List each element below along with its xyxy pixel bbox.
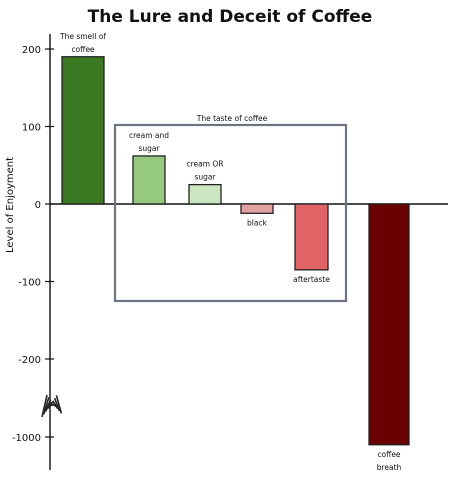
y-tick-label: -100 bbox=[18, 278, 41, 289]
bars: The smell of coffee cream and sugar cream OR… bbox=[59, 32, 410, 472]
group-annotation: The taste of coffee bbox=[113, 114, 348, 303]
bar-label: cream OR sugar bbox=[186, 160, 223, 182]
bar bbox=[132, 155, 166, 205]
bar-label: The smell of coffee bbox=[59, 32, 106, 54]
group-box bbox=[113, 123, 348, 303]
y-tick-label: 0 bbox=[35, 200, 41, 211]
bar-label: black bbox=[247, 218, 268, 227]
bar-label: cream and sugar bbox=[129, 131, 169, 153]
axes: 200 100 0 -100 -200 -1000 bbox=[12, 34, 448, 470]
bar-label: aftertaste bbox=[293, 275, 330, 284]
axis-break-mark bbox=[41, 394, 63, 418]
y-tick-label: -1000 bbox=[12, 433, 41, 444]
bar bbox=[294, 203, 329, 271]
bar bbox=[240, 203, 274, 214]
bar bbox=[61, 56, 105, 205]
y-tick-label: 200 bbox=[22, 45, 41, 56]
y-axis-label: Level of Enjoyment bbox=[5, 157, 16, 253]
y-tick-label: -200 bbox=[18, 355, 41, 366]
group-label: The taste of coffee bbox=[196, 114, 268, 123]
y-tick-label: 100 bbox=[22, 123, 41, 134]
bar bbox=[188, 183, 222, 205]
bar-label: coffee breath bbox=[377, 450, 402, 472]
chart-title: The Lure and Deceit of Coffee bbox=[88, 7, 373, 27]
bar bbox=[368, 203, 410, 446]
